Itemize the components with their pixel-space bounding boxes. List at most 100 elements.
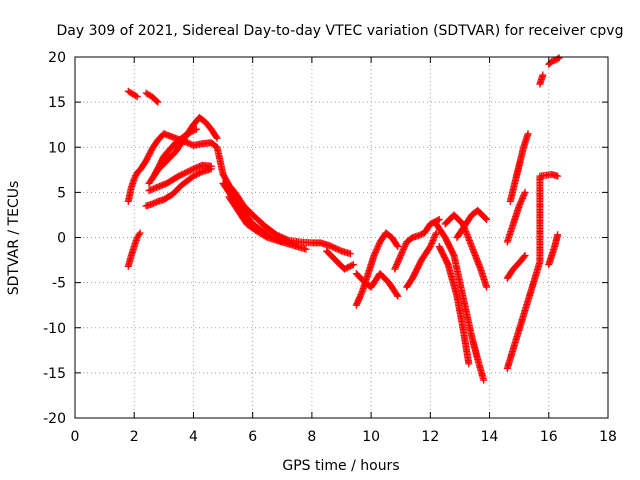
data-point — [427, 241, 435, 249]
data-point — [154, 98, 162, 106]
data-point — [539, 71, 547, 79]
series-trace-s — [453, 206, 491, 241]
series-trace-d — [145, 161, 215, 195]
series-trace-x — [545, 231, 562, 269]
data-point — [354, 298, 362, 306]
x-tick-label: 10 — [362, 429, 380, 445]
y-tick-label: 5 — [57, 185, 66, 201]
series-trace-h — [142, 89, 162, 106]
data-point — [373, 246, 381, 254]
series-trace-j — [225, 193, 286, 246]
data-point — [207, 162, 215, 170]
series-trace-g — [124, 87, 141, 101]
series-trace-p — [432, 220, 488, 384]
data-point — [397, 252, 405, 260]
x-tick-label: 2 — [130, 429, 139, 445]
series-trace-k — [323, 247, 357, 273]
data-point — [393, 291, 401, 299]
y-tick-label: 10 — [48, 140, 66, 156]
data-point — [391, 264, 399, 272]
x-axis-label: GPS time / hours — [282, 458, 399, 474]
data-point — [392, 262, 400, 270]
series-trace-l — [352, 229, 402, 309]
y-tick-label: -10 — [43, 321, 66, 337]
y-tick-labels: 20 15 10 5 0 -5 -10 -15 -20 — [43, 50, 66, 427]
plot-frame — [74, 56, 609, 419]
data-point — [132, 92, 140, 100]
chart-title: Day 309 of 2021, Sidereal Day-to-day VTE… — [57, 23, 624, 39]
data-point — [429, 237, 437, 245]
data-point — [349, 261, 357, 269]
data-point — [358, 289, 366, 297]
y-tick-label: 0 — [57, 231, 66, 247]
data-point — [395, 256, 403, 264]
data-point — [395, 255, 403, 263]
series-trace-b — [124, 130, 354, 258]
data-point — [524, 130, 532, 138]
data-point — [483, 215, 491, 223]
data-point — [400, 244, 408, 252]
data-point — [352, 301, 360, 309]
data-point — [213, 134, 221, 142]
data-point — [396, 253, 404, 261]
data-point — [520, 253, 528, 261]
series-trace-f — [151, 125, 200, 178]
data-point — [353, 300, 361, 308]
grid-lines — [75, 57, 608, 418]
series-trace-y — [545, 54, 563, 68]
data-point — [393, 241, 401, 249]
x-tick-label: 8 — [307, 429, 316, 445]
data-marks — [124, 54, 563, 384]
data-point — [191, 126, 199, 134]
x-tick-label: 4 — [189, 429, 198, 445]
data-point — [397, 250, 405, 258]
data-point — [430, 235, 438, 243]
data-point — [192, 125, 200, 133]
data-point — [130, 175, 138, 183]
data-point — [435, 215, 443, 223]
data-point — [372, 247, 380, 255]
x-tick-label: 14 — [481, 429, 499, 445]
data-point — [518, 194, 526, 202]
data-point — [554, 231, 562, 239]
series-trace-c — [142, 165, 215, 210]
data-point — [398, 249, 406, 257]
data-point — [399, 246, 407, 254]
data-point — [371, 249, 379, 257]
data-point — [432, 229, 440, 237]
data-point — [555, 54, 563, 62]
data-point — [278, 238, 286, 246]
series-trace-z — [503, 170, 562, 372]
series-trace-a — [124, 229, 144, 270]
data-point — [135, 230, 143, 238]
data-point — [391, 265, 399, 273]
data-point — [516, 200, 524, 208]
data-point — [401, 243, 409, 251]
x-tick-label: 18 — [599, 429, 617, 445]
series-trace-n — [391, 215, 443, 273]
series-trace-m — [352, 270, 402, 300]
data-point — [516, 199, 524, 207]
data-point — [515, 202, 523, 210]
data-point — [554, 55, 562, 63]
data-point — [521, 252, 529, 260]
data-point — [357, 291, 365, 299]
series-trace-w — [536, 71, 547, 88]
data-point — [401, 241, 409, 249]
y-tick-label: -15 — [43, 366, 66, 382]
series-trace-q — [435, 243, 473, 368]
data-point — [394, 292, 402, 300]
data-point — [483, 283, 491, 291]
data-point — [520, 191, 528, 199]
y-tick-label: 20 — [48, 50, 66, 66]
data-point — [519, 193, 527, 201]
x-tick-label: 12 — [421, 429, 439, 445]
data-point — [355, 295, 363, 303]
series-trace-u — [503, 188, 529, 246]
data-point — [431, 232, 439, 240]
data-point — [430, 234, 438, 241]
axis-ticks — [74, 56, 609, 419]
data-point — [346, 250, 354, 258]
data-point — [394, 243, 402, 251]
